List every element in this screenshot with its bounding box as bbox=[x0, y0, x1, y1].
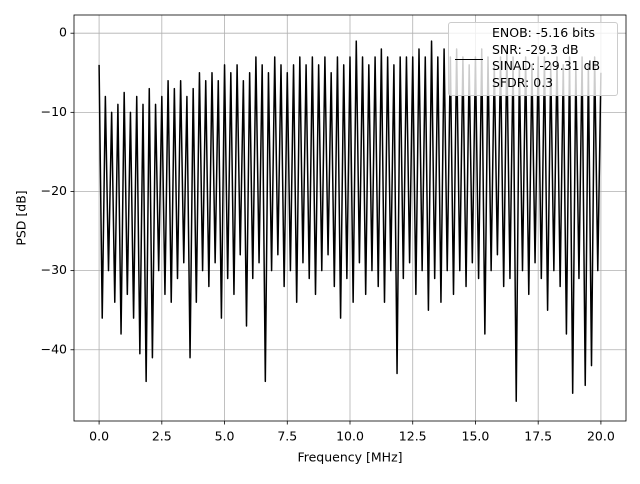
legend-handle bbox=[455, 59, 483, 60]
x-tick-label: 7.5 bbox=[277, 429, 297, 444]
y-tick-label: −40 bbox=[41, 341, 67, 356]
x-tick-label: 10.0 bbox=[336, 429, 364, 444]
psd-line bbox=[98, 40, 602, 402]
y-axis-label: PSD [dB] bbox=[14, 190, 29, 245]
y-tick-label: −20 bbox=[41, 183, 67, 198]
legend-label: ENOB: -5.16 bits SNR: -29.3 dB SINAD: -2… bbox=[492, 25, 601, 90]
y-tick-label: −10 bbox=[41, 104, 67, 119]
y-tick-label: −30 bbox=[41, 262, 67, 277]
x-tick-label: 12.5 bbox=[399, 429, 427, 444]
ticks: 0.0 2.5 5.0 7.5 10.0 12.5 15.0 17.5 20.0 0 −10 −20 −… bbox=[41, 25, 615, 444]
x-tick-label: 20.0 bbox=[587, 429, 615, 444]
x-tick-label: 17.5 bbox=[524, 429, 552, 444]
x-tick-label: 5.0 bbox=[215, 429, 235, 444]
legend: ENOB: -5.16 bits SNR: -29.3 dB SINAD: -2… bbox=[448, 22, 618, 96]
y-tick-label: 0 bbox=[59, 25, 67, 40]
x-tick-label: 0.0 bbox=[89, 429, 109, 444]
x-tick-label: 15.0 bbox=[462, 429, 490, 444]
x-tick-label: 2.5 bbox=[152, 429, 172, 444]
plot bbox=[98, 40, 602, 402]
x-axis-label: Frequency [MHz] bbox=[297, 450, 402, 465]
